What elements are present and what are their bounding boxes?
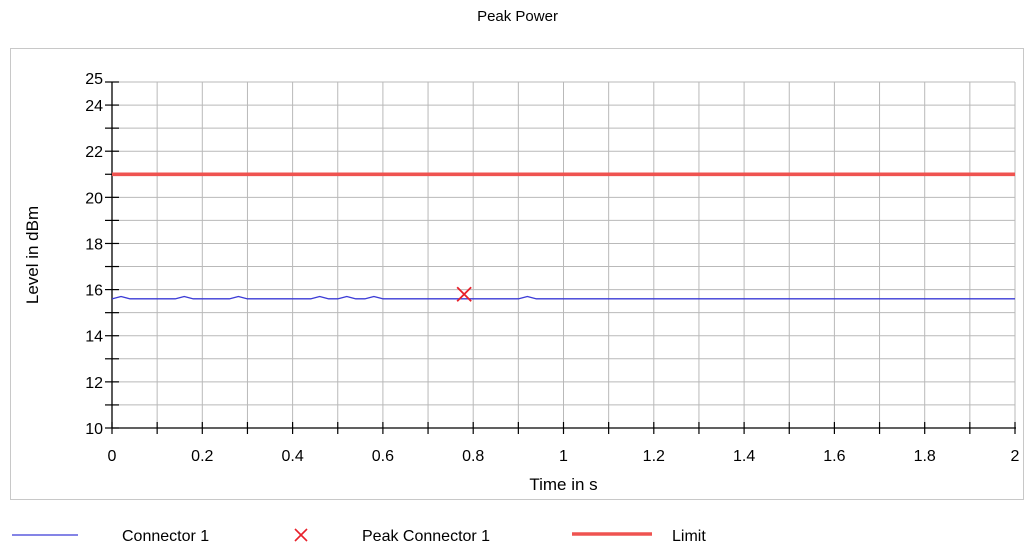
plot-frame: 0 0.2 0.4 0.6 0.8 1 1.2 1.4 1.6 1.8 2 10 12 14 16 18 20 2… (10, 48, 1024, 500)
legend: Connector 1 Peak Connector 1 Limit (0, 524, 1035, 546)
x-tick-label: 0.4 (281, 448, 303, 465)
y-tick-label: 12 (85, 375, 103, 392)
y-tick-label: 22 (85, 144, 103, 161)
x-tick-label: 0.8 (462, 448, 484, 465)
y-tick-label: 10 (85, 421, 103, 438)
x-tick-label: 0 (108, 448, 117, 465)
legend-label-limit: Limit (672, 528, 706, 545)
x-tick-label: 2 (1011, 448, 1020, 465)
x-tick-label: 0.2 (191, 448, 213, 465)
legend-limit-line-swatch (572, 532, 652, 536)
x-tick-label: 1.2 (643, 448, 665, 465)
legend-label-connector: Connector 1 (122, 528, 210, 545)
connector-1-line (111, 295, 1015, 300)
chart-svg: 0 0.2 0.4 0.6 0.8 1 1.2 1.4 1.6 1.8 2 10 12 14 16 18 20 2… (23, 71, 1020, 494)
x-axis-label: Time in s (529, 475, 597, 494)
y-tick-label: 20 (85, 190, 103, 207)
x-tick-label: 1.4 (733, 448, 755, 465)
x-tick-label: 1.6 (823, 448, 845, 465)
x-tick-label: 0.6 (372, 448, 394, 465)
x-tick-label: 1.8 (914, 448, 936, 465)
y-tick-label: 25 (85, 71, 103, 88)
legend-connector-line-swatch (12, 534, 78, 536)
x-tick-label: 1 (559, 448, 568, 465)
chart-title: Peak Power (477, 8, 558, 25)
y-tick-label: 24 (85, 98, 103, 115)
legend-peak-marker-swatch (294, 528, 308, 542)
y-tick-label: 18 (85, 236, 103, 253)
peak-marker-stroke-b (456, 286, 472, 302)
y-axis-label: Level in dBm (23, 206, 42, 304)
legend-label-peak: Peak Connector 1 (362, 528, 491, 545)
y-tick-label: 16 (85, 283, 103, 300)
y-tick-label: 14 (85, 329, 103, 346)
